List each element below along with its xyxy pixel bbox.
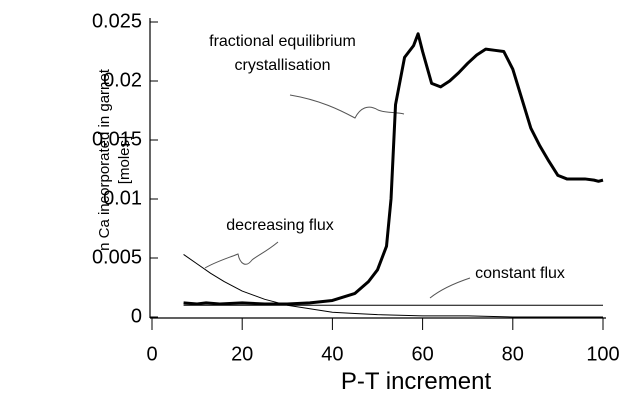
y-tick-label: 0.015 [92, 128, 142, 150]
y-tick-label: 0.025 [92, 10, 142, 32]
x-tick-label: 80 [502, 343, 524, 365]
x-tick-label: 100 [586, 343, 619, 365]
leader-line [204, 241, 279, 269]
series-label: decreasing flux [226, 217, 334, 234]
y-tick-label: 0 [131, 305, 142, 327]
x-axis-label: P-T increment [340, 368, 492, 395]
y-axis-label: n Ca incorporated in garnet [moles] [96, 69, 133, 251]
leader-line [289, 94, 405, 119]
x-tick-label: 20 [231, 343, 253, 365]
y-tick-label: 0.005 [92, 246, 142, 268]
x-tick-label: 0 [146, 343, 157, 365]
series-label: fractional equilibrium crystallisation [209, 33, 356, 74]
series-line [183, 254, 603, 318]
y-tick-label: 0.01 [103, 187, 142, 209]
series-label: constant flux [475, 265, 565, 282]
y-tick-label: 0.02 [103, 69, 142, 91]
series-line [183, 32, 604, 306]
x-tick-label: 60 [411, 343, 433, 365]
leader-line [429, 277, 471, 299]
x-tick-label: 40 [321, 343, 343, 365]
